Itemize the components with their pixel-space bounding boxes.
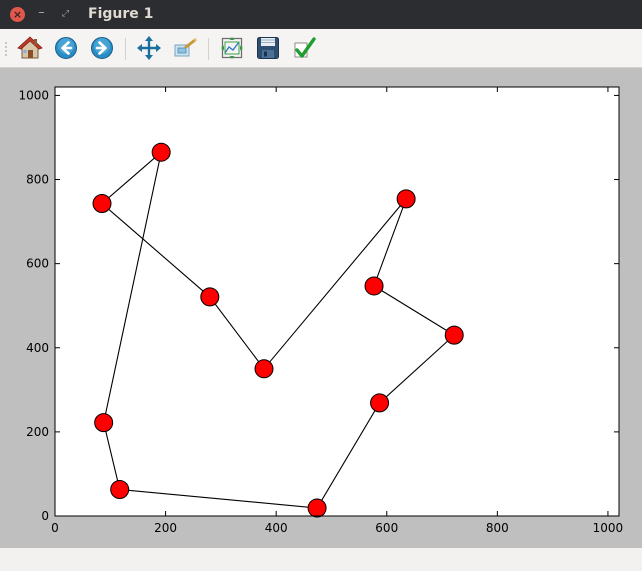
data-point-marker	[92, 194, 112, 214]
check-edit-icon	[294, 37, 316, 58]
axes-background	[55, 87, 619, 516]
save-floppy-icon	[257, 37, 279, 59]
x-tick-label: 0	[51, 521, 59, 535]
axis-ticks: 0 200 400 600 800 1000 0 200 400 600 800 1000	[18, 87, 623, 535]
configure-subplots-icon	[221, 37, 243, 59]
pan-move-icon	[137, 36, 161, 60]
toolbar-separator	[125, 38, 126, 60]
route-line	[101, 151, 456, 509]
x-tick-label: 1000	[593, 521, 624, 535]
data-point-marker	[364, 276, 384, 296]
x-tick-label: 600	[375, 521, 398, 535]
back-button[interactable]	[53, 35, 79, 61]
forward-button[interactable]	[89, 35, 115, 61]
x-tick-label: 200	[154, 521, 177, 535]
data-point-marker	[307, 498, 327, 518]
zoom-button[interactable]	[172, 35, 198, 61]
configure-subplots-button[interactable]	[219, 35, 245, 61]
back-arrow-icon	[55, 37, 77, 59]
y-tick-label: 800	[26, 173, 49, 187]
y-tick-label: 1000	[18, 88, 49, 102]
toolbar-separator	[208, 38, 209, 60]
y-tick-label: 400	[26, 341, 49, 355]
maximize-window-button[interactable]: ⤢	[61, 9, 70, 19]
data-point-marker	[444, 325, 464, 345]
y-tick-label: 600	[26, 257, 49, 271]
home-icon	[17, 36, 43, 59]
minimize-window-button[interactable]: –	[38, 5, 45, 20]
home-button[interactable]	[17, 35, 43, 61]
zoom-rectangle-icon	[174, 38, 197, 57]
data-point-marker	[254, 359, 274, 379]
close-window-button[interactable]: ×	[10, 7, 25, 22]
x-tick-label: 800	[486, 521, 509, 535]
navigation-toolbar	[0, 29, 642, 68]
y-tick-label: 200	[26, 425, 49, 439]
y-tick-label: 0	[41, 509, 49, 523]
data-markers	[92, 142, 464, 518]
status-bar	[0, 548, 642, 571]
plot-figure[interactable]: 0 200 400 600 800 1000 0 200 400 600 800 1000	[0, 68, 642, 548]
data-point-marker	[370, 393, 390, 413]
save-button[interactable]	[255, 35, 281, 61]
x-tick-label: 400	[265, 521, 288, 535]
title-bar: × – ⤢ Figure 1	[0, 0, 642, 29]
figure-canvas[interactable]: 0 200 400 600 800 1000 0 200 400 600 800 1000	[0, 68, 642, 548]
forward-arrow-icon	[91, 37, 113, 59]
axes-frame	[54, 86, 620, 517]
data-point-marker	[396, 189, 416, 209]
window-title: Figure 1	[88, 6, 154, 22]
data-point-marker	[94, 413, 114, 433]
pan-button[interactable]	[136, 35, 162, 61]
toolbar-grip-handle[interactable]	[5, 41, 7, 57]
data-point-marker	[110, 480, 130, 500]
edit-parameters-button[interactable]	[291, 35, 317, 61]
data-point-marker	[151, 142, 171, 162]
data-point-marker	[200, 287, 220, 307]
